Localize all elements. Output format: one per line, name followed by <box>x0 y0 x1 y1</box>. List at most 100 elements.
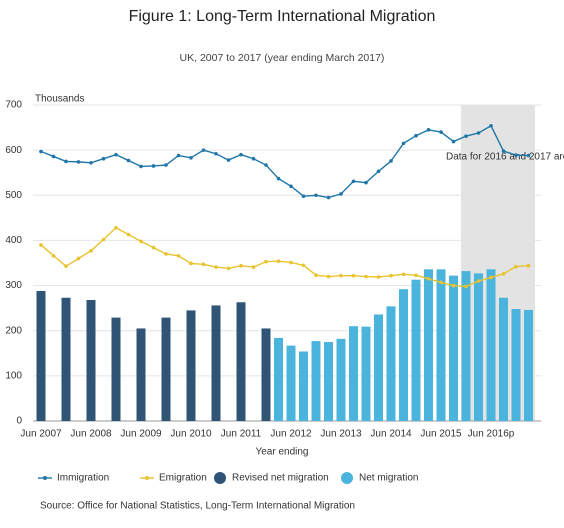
bar <box>311 341 321 421</box>
marker <box>39 149 43 154</box>
marker <box>264 163 268 167</box>
marker <box>326 195 331 200</box>
x-tick-label: Jun 2015 <box>420 429 462 440</box>
marker <box>139 239 143 244</box>
legend-swatch <box>43 476 47 480</box>
legend-swatch <box>214 472 226 484</box>
marker <box>526 153 531 158</box>
marker <box>439 130 443 134</box>
legend-label: Immigration <box>57 473 109 484</box>
x-tick-label: Jun 2007 <box>20 429 62 440</box>
bar <box>511 309 521 421</box>
x-tick-label: Jun 2016p <box>468 429 515 440</box>
bar <box>286 345 296 421</box>
marker <box>526 263 531 268</box>
marker <box>326 274 331 279</box>
bar <box>336 338 346 421</box>
marker <box>176 253 181 258</box>
bar <box>486 269 496 421</box>
bar <box>36 290 46 421</box>
bar <box>499 297 508 421</box>
annotation: Data for 2016 and 2017 are provisional <box>446 152 564 163</box>
marker <box>389 159 393 163</box>
marker <box>389 273 393 278</box>
bar <box>524 309 533 421</box>
y-tick-label: 200 <box>5 325 22 336</box>
marker <box>226 266 231 271</box>
y-tick-label: 600 <box>5 145 22 156</box>
bar <box>211 305 221 421</box>
legend-label: Revised net migration <box>232 473 329 484</box>
marker <box>514 264 518 269</box>
marker <box>301 194 306 198</box>
bar <box>436 269 446 421</box>
marker <box>501 272 506 276</box>
x-tick-label: Jun 2010 <box>170 429 212 440</box>
x-tick-label: Jun 2008 <box>70 429 112 440</box>
y-tick-label: 0 <box>16 416 22 427</box>
marker <box>51 253 56 258</box>
marker <box>426 277 431 281</box>
marker <box>376 169 381 174</box>
chart-title: Figure 1: Long-Term International Migrat… <box>129 8 436 25</box>
marker <box>364 180 368 185</box>
legend-label: Emigration <box>159 473 207 484</box>
marker <box>64 264 68 268</box>
marker <box>289 184 293 189</box>
marker <box>414 133 418 138</box>
marker <box>514 153 518 157</box>
marker <box>176 153 181 158</box>
bar <box>261 328 271 421</box>
marker <box>226 158 231 162</box>
marker <box>76 160 81 164</box>
x-tick-label: Jun 2013 <box>320 429 362 440</box>
marker <box>101 156 106 161</box>
legend-label: Net migration <box>359 473 418 484</box>
marker <box>276 176 281 181</box>
marker <box>476 279 481 283</box>
x-tick-label: Jun 2009 <box>120 429 162 440</box>
marker <box>476 131 481 135</box>
marker <box>126 158 131 163</box>
marker <box>64 159 68 164</box>
bar <box>136 328 146 421</box>
marker <box>164 163 168 167</box>
marker <box>314 193 318 198</box>
y-axis-label: Thousands <box>35 94 84 105</box>
bar <box>424 269 433 421</box>
y-tick-label: 100 <box>5 370 22 381</box>
marker <box>276 259 281 263</box>
legend-swatch <box>145 476 149 480</box>
marker <box>414 273 418 277</box>
source: Source: Office for National Statistics, … <box>40 501 355 512</box>
marker <box>251 265 256 269</box>
line <box>40 124 529 199</box>
marker <box>451 283 456 288</box>
marker <box>139 164 143 169</box>
marker <box>301 263 306 268</box>
bar <box>449 275 458 421</box>
bar <box>299 351 308 421</box>
y-tick-label: 500 <box>5 190 22 201</box>
marker <box>401 272 406 277</box>
legend-swatch <box>341 472 353 484</box>
marker <box>189 261 193 266</box>
marker <box>401 141 406 146</box>
marker <box>489 275 493 280</box>
bar <box>386 306 396 421</box>
bar <box>461 271 471 421</box>
provisional-shade <box>461 105 535 421</box>
marker <box>451 139 456 144</box>
marker <box>251 156 256 161</box>
marker <box>339 273 343 278</box>
y-tick-label: 700 <box>5 100 22 111</box>
x-tick-label: Jun 2012 <box>270 429 312 440</box>
marker <box>439 280 443 285</box>
marker <box>501 149 506 153</box>
marker <box>39 243 43 247</box>
bar <box>236 302 246 421</box>
bar <box>474 273 483 421</box>
marker <box>426 128 431 132</box>
marker <box>126 232 131 237</box>
